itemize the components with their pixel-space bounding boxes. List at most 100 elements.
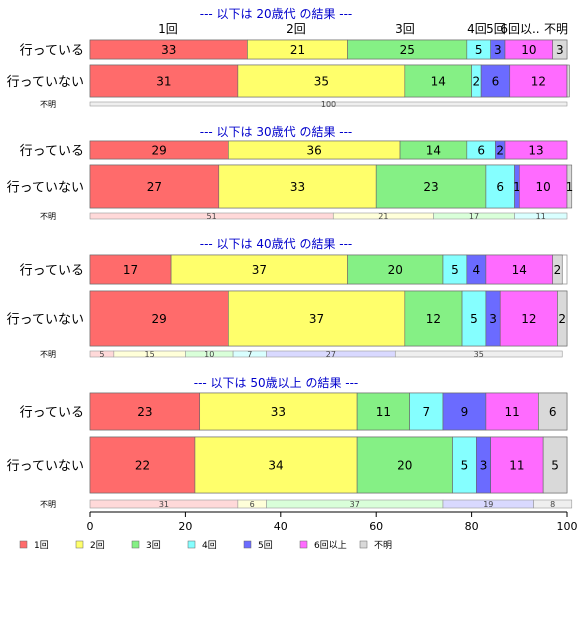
bar-value-label: 33 [290, 180, 305, 194]
unknown-value-label: 5 [99, 350, 104, 359]
bar-value-label: 29 [152, 144, 167, 158]
x-tick-label: 20 [178, 520, 192, 533]
unknown-row-label: 不明 [40, 212, 56, 221]
x-tick-label: 0 [87, 520, 94, 533]
unknown-row-label: 不明 [40, 100, 56, 109]
x-tick-label: 60 [369, 520, 383, 533]
bar-value-label: 31 [156, 75, 171, 89]
bar-value-label: 5 [461, 459, 469, 473]
bar-value-label: 3 [494, 43, 502, 57]
top-category-label: 3回 [395, 22, 415, 36]
bar-value-label: 17 [123, 263, 138, 277]
bar-segment [347, 254, 444, 285]
bar-segment [89, 164, 220, 209]
bar-segment [89, 290, 229, 347]
bar-value-label: 34 [268, 459, 283, 473]
bar-value-label: 20 [388, 263, 403, 277]
bar-value-label: 37 [309, 312, 324, 326]
row-label: 行っていない [7, 75, 84, 90]
legend-label: 1回 [34, 540, 49, 551]
top-category-label: 6回以.. [500, 22, 539, 36]
bar-value-label: 22 [135, 459, 150, 473]
bar-segment [552, 39, 568, 60]
bar-value-label: 23 [137, 405, 152, 419]
bar-value-label: 29 [152, 312, 167, 326]
legend-swatch [243, 540, 252, 549]
bar-segment [356, 392, 410, 431]
bar-value-label: 13 [528, 144, 543, 158]
legend-label: 6回以上 [314, 540, 347, 551]
bar-segment [404, 290, 463, 347]
bar-value-label: 1 [566, 180, 574, 194]
unknown-segment [514, 212, 568, 220]
row-label: 行っている [20, 44, 84, 59]
bar-segment [218, 164, 377, 209]
bar-value-label: 25 [400, 43, 415, 57]
legend-label: 3回 [146, 540, 161, 551]
bar-value-label: 9 [461, 405, 469, 419]
legend-swatch [299, 540, 308, 549]
bar-segment [499, 290, 558, 347]
bar-segment [485, 392, 539, 431]
bar-value-label: 5 [451, 263, 459, 277]
legend-swatch [187, 540, 196, 549]
unknown-value-label: 37 [350, 500, 360, 509]
bar-segment [566, 64, 570, 98]
bar-value-label: 1 [513, 180, 521, 194]
x-tick-label: 100 [557, 520, 578, 533]
bar-value-label: 2 [473, 75, 481, 89]
top-category-label: 5回 [486, 22, 506, 36]
bar-value-label: 6 [549, 405, 557, 419]
row-label: 行っていない [7, 313, 84, 328]
bar-value-label: 6 [477, 144, 485, 158]
unknown-segment [89, 101, 568, 107]
bar-segment [356, 436, 453, 494]
row-label: 行っている [20, 264, 84, 279]
legend-label: 4回 [202, 540, 217, 551]
unknown-value-label: 27 [326, 350, 336, 359]
unknown-value-label: 31 [159, 500, 169, 509]
bar-value-label: 5 [470, 312, 478, 326]
legend-swatch [359, 540, 368, 549]
panel-title: --- 以下は 50歳以上 の結果 --- [194, 376, 359, 390]
bar-segment [566, 164, 573, 209]
bar-value-label: 12 [531, 75, 546, 89]
bar-segment [89, 436, 196, 494]
unknown-segment [394, 350, 563, 358]
unknown-value-label: 100 [321, 100, 336, 109]
legend-swatch [19, 540, 28, 549]
unknown-value-label: 15 [145, 350, 155, 359]
bar-value-label: 35 [314, 75, 329, 89]
bar-value-label: 2 [496, 144, 504, 158]
x-tick-label: 40 [274, 520, 288, 533]
unknown-row-label: 不明 [40, 500, 56, 509]
top-category-label: 2回 [286, 22, 306, 36]
bar-segment [404, 64, 472, 98]
unknown-value-label: 11 [536, 212, 546, 221]
bar-segment [542, 436, 568, 494]
unknown-value-label: 7 [247, 350, 252, 359]
bar-segment [409, 392, 444, 431]
bar-segment [375, 164, 487, 209]
unknown-value-label: 8 [550, 500, 555, 509]
bar-value-label: 33 [271, 405, 286, 419]
bar-segment [199, 392, 358, 431]
x-tick-label: 80 [465, 520, 479, 533]
row-label: 行っていない [7, 459, 84, 474]
legend-label: 5回 [258, 540, 273, 551]
bar-value-label: 6 [492, 75, 500, 89]
bar-segment [194, 436, 358, 494]
bar-value-label: 7 [422, 405, 430, 419]
bar-value-label: 14 [512, 263, 527, 277]
bar-value-label: 12 [521, 312, 536, 326]
bar-value-label: 10 [521, 43, 536, 57]
bar-value-label: 36 [307, 144, 322, 158]
panel-title: --- 以下は 40歳代 の結果 --- [200, 237, 353, 251]
bar-segment [504, 140, 568, 160]
bar-value-label: 33 [161, 43, 176, 57]
top-category-label: 不明 [544, 22, 568, 36]
bar-value-label: 5 [475, 43, 483, 57]
legend-swatch [75, 540, 84, 549]
row-label: 行っていない [7, 181, 84, 196]
